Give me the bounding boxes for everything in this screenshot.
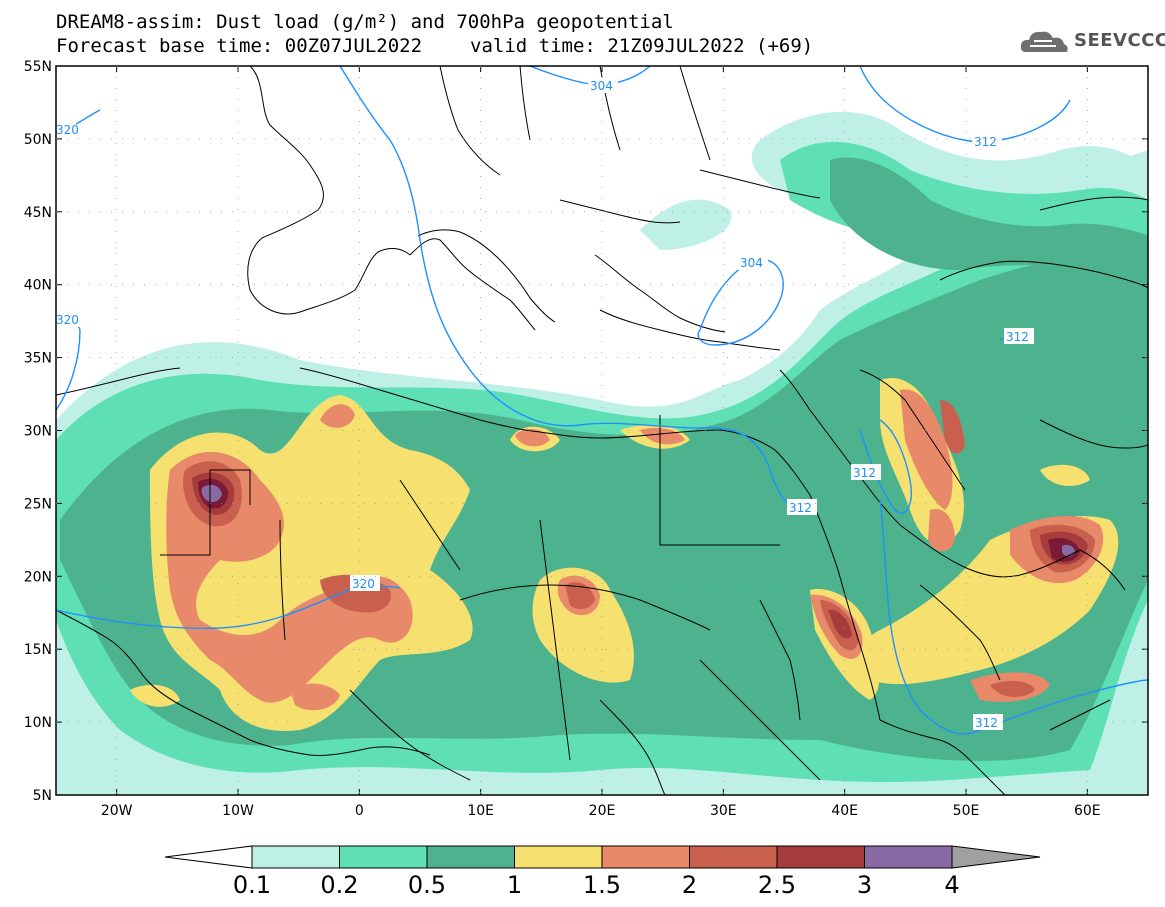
contour-label-312-somalia: 312 bbox=[973, 714, 1003, 730]
logo-text: SEEVCCC bbox=[1074, 30, 1165, 51]
colorbar-box bbox=[514, 845, 603, 869]
svg-text:320: 320 bbox=[352, 577, 375, 591]
svg-text:312: 312 bbox=[975, 716, 998, 730]
lat-label: 5N bbox=[33, 788, 52, 804]
lon-label: 30E bbox=[710, 803, 737, 819]
colorbar-label: 0.1 bbox=[233, 871, 271, 899]
colorbar-label: 2 bbox=[682, 871, 697, 899]
colorbar-over-arrow bbox=[951, 845, 1041, 869]
svg-text:304: 304 bbox=[740, 256, 763, 270]
colorbar-box bbox=[426, 845, 515, 869]
svg-text:312: 312 bbox=[1006, 330, 1029, 344]
axis-ticks bbox=[56, 65, 1148, 796]
colorbar: 0.1 0.2 0.5 1 1.5 2 2.5 3 4 bbox=[164, 845, 1041, 899]
lat-label: 45N bbox=[24, 205, 52, 221]
contour-label-320-atlantic: 320 bbox=[56, 121, 79, 137]
seevccc-logo: SEEVCCC bbox=[1018, 26, 1165, 58]
cloud-logo-icon bbox=[1020, 31, 1068, 52]
contour-label-312-arabia: 312 bbox=[851, 464, 881, 480]
colorbar-box bbox=[339, 845, 428, 869]
forecast-times: Forecast base time: 00Z07JUL2022 valid ti… bbox=[56, 36, 813, 56]
svg-text:320: 320 bbox=[56, 123, 79, 137]
colorbar-box bbox=[251, 845, 340, 869]
longitude-labels: 20W 10W 0 10E 20E 30E 40E 50E 60E bbox=[101, 803, 1101, 819]
lon-label: 10W bbox=[222, 803, 254, 819]
svg-text:312: 312 bbox=[789, 501, 812, 515]
contour-label-320-west: 320 bbox=[56, 311, 86, 327]
svg-text:312: 312 bbox=[974, 135, 997, 149]
colorbar-labels: 0.1 0.2 0.5 1 1.5 2 2.5 3 4 bbox=[233, 871, 960, 899]
lon-label: 20E bbox=[589, 803, 616, 819]
contour-label-312-iran: 312 bbox=[1004, 328, 1034, 344]
colorbar-label: 1.5 bbox=[583, 871, 621, 899]
lat-label: 30N bbox=[24, 424, 52, 440]
colorbar-label: 2.5 bbox=[758, 871, 796, 899]
colorbar-box bbox=[776, 845, 865, 869]
colorbar-boxes bbox=[164, 845, 1041, 869]
colorbar-label: 0.5 bbox=[408, 871, 446, 899]
colorbar-label: 3 bbox=[857, 871, 872, 899]
lon-label: 20W bbox=[101, 803, 133, 819]
svg-text:312: 312 bbox=[853, 466, 876, 480]
map-title: DREAM8-assim: Dust load (g/m²) and 700hP… bbox=[56, 11, 674, 33]
colorbar-label: 1 bbox=[507, 871, 522, 899]
svg-text:304: 304 bbox=[590, 79, 613, 93]
contour-label-304-aegean: 304 bbox=[738, 254, 768, 270]
colorbar-box bbox=[864, 845, 953, 869]
colorbar-under-arrow bbox=[164, 845, 253, 869]
contour-label-320-sahara: 320 bbox=[350, 575, 380, 591]
lat-label: 15N bbox=[24, 642, 52, 658]
colorbar-label: 4 bbox=[944, 871, 959, 899]
contour-label-312-caspian: 312 bbox=[972, 133, 1002, 149]
lat-label: 20N bbox=[24, 569, 52, 585]
lon-label: 0 bbox=[355, 803, 364, 819]
contour-label-304-north: 304 bbox=[588, 77, 618, 93]
lon-label: 10E bbox=[467, 803, 494, 819]
lat-label: 50N bbox=[24, 132, 52, 148]
lat-label: 55N bbox=[24, 59, 52, 75]
lon-label: 50E bbox=[953, 803, 980, 819]
lat-label: 35N bbox=[24, 351, 52, 367]
coastlines-borders bbox=[56, 66, 1148, 795]
colorbar-label: 0.2 bbox=[320, 871, 358, 899]
lat-label: 40N bbox=[24, 278, 52, 294]
colorbar-box bbox=[601, 845, 690, 869]
base-time: Forecast base time: 00Z07JUL2022 bbox=[56, 35, 423, 57]
latitude-labels: 5N 10N 15N 20N 25N 30N 35N 40N 45N 50N 55N bbox=[24, 59, 52, 804]
lon-label: 40E bbox=[831, 803, 858, 819]
svg-text:320: 320 bbox=[56, 313, 79, 327]
contour-label-312-redsea: 312 bbox=[787, 499, 817, 515]
contour-labels: 304 304 312 312 312 312 312 320 320 320 bbox=[56, 77, 1034, 730]
lat-label: 25N bbox=[24, 496, 52, 512]
lat-label: 10N bbox=[24, 715, 52, 731]
lon-label: 60E bbox=[1074, 803, 1101, 819]
valid-time: valid time: 21Z09JUL2022 (+69) bbox=[470, 35, 814, 57]
colorbar-box bbox=[689, 845, 778, 869]
dust-load-field bbox=[56, 111, 1148, 795]
